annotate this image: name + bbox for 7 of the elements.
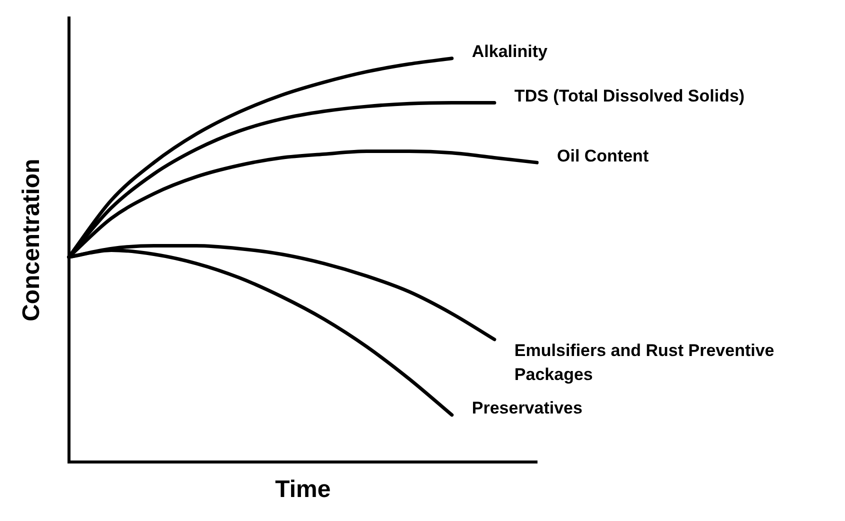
series-label: Alkalinity xyxy=(472,42,548,62)
series-label: TDS (Total Dissolved Solids) xyxy=(514,86,745,106)
series-label: Emulsifiers and Rust Preventive Packages xyxy=(514,341,774,384)
series-label: Oil Content xyxy=(557,146,649,166)
x-axis-title: Time xyxy=(275,476,331,504)
y-axis-title: Concentration xyxy=(18,158,46,322)
series-label: Preservatives xyxy=(472,398,582,418)
